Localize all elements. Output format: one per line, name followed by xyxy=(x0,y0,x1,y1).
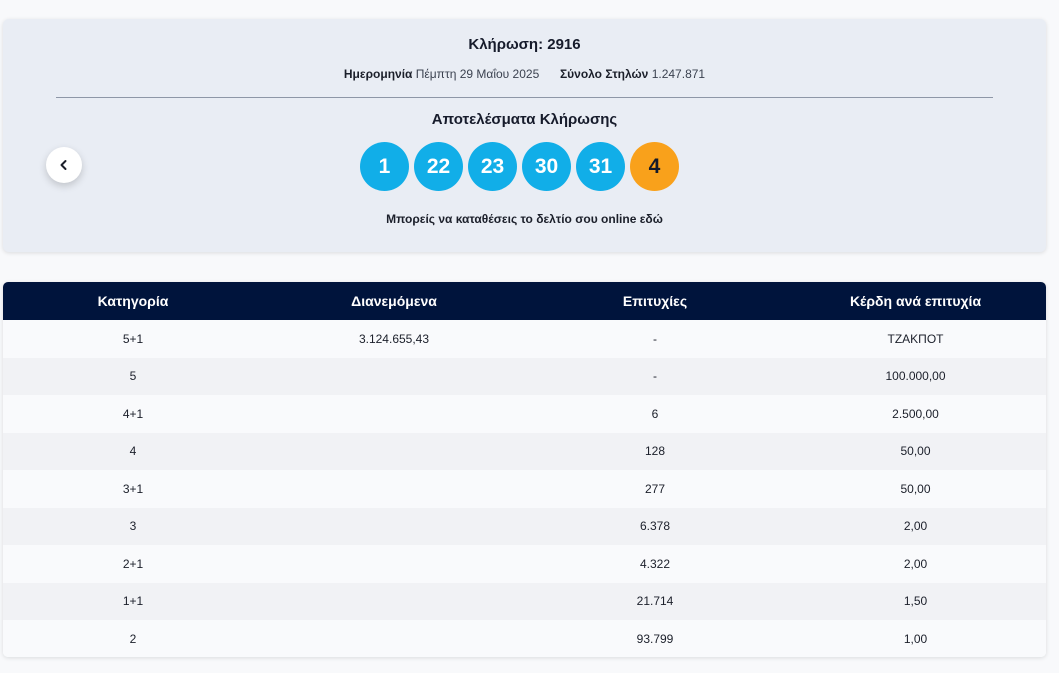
cell-prize: 2,00 xyxy=(903,519,928,534)
cell-distributed: 3.124.655,43 xyxy=(358,331,430,346)
cell-prize: 100.000,00 xyxy=(885,369,946,384)
results-title: Αποτελέσματα Κλήρωσης xyxy=(431,111,618,128)
number-ball: 30 xyxy=(522,142,571,191)
cell-distributed xyxy=(263,620,525,657)
cell-category: 2 xyxy=(129,631,137,646)
chevron-left-icon xyxy=(59,159,69,171)
cell-winners: 6.378 xyxy=(639,519,671,534)
cell-prize: ΤΖΑΚΠΟΤ xyxy=(887,331,944,346)
table-row: 4 128 50,00 xyxy=(3,432,1046,471)
cell-winners: - xyxy=(653,331,657,346)
cell-prize: 2,00 xyxy=(903,556,928,571)
number-ball: 1 xyxy=(360,142,409,191)
table-row: 3+1 277 50,00 xyxy=(3,470,1046,508)
cell-category: 4+1 xyxy=(122,406,144,421)
date-value: Πέμπτη 29 Μαΐου 2025 xyxy=(415,67,540,81)
online-bet-link[interactable]: Μπορείς να καταθέσεις το δελτίο σου onli… xyxy=(386,212,663,226)
cell-category: 5 xyxy=(129,369,137,384)
cell-winners: - xyxy=(653,369,657,384)
header-winners: Επιτυχίες xyxy=(622,293,688,309)
previous-draw-button[interactable] xyxy=(46,147,82,183)
cell-distributed xyxy=(263,508,525,546)
table-row: 4+1 6 2.500,00 xyxy=(3,395,1046,433)
number-ball: 22 xyxy=(414,142,463,191)
table-row: 1+1 21.714 1,50 xyxy=(3,582,1046,621)
table-row: 5 - 100.000,00 xyxy=(3,357,1046,396)
table-row: 3 6.378 2,00 xyxy=(3,507,1046,546)
columns-label: Σύνολο Στηλών xyxy=(559,67,649,81)
cell-prize: 50,00 xyxy=(900,444,931,459)
date-label: Ημερομηνία xyxy=(343,67,413,81)
draw-card: Κλήρωση: 2916 Ημερομηνία Πέμπτη 29 Μαΐου… xyxy=(3,19,1046,252)
cell-winners: 128 xyxy=(644,444,666,459)
header-distributed: Διανεμόμενα xyxy=(351,293,437,309)
header-category: Κατηγορία xyxy=(97,293,169,309)
cell-category: 2+1 xyxy=(122,556,144,571)
joker-ball: 4 xyxy=(630,142,679,191)
winning-numbers: 1 22 23 30 31 4 xyxy=(360,142,679,191)
cell-prize: 1,00 xyxy=(903,631,928,646)
cell-prize: 1,50 xyxy=(903,594,928,609)
cell-distributed xyxy=(263,433,525,471)
draw-meta: Ημερομηνία Πέμπτη 29 Μαΐου 2025 Σύνολο Σ… xyxy=(3,67,1046,81)
header-prize-per-winner: Κέρδη ανά επιτυχία xyxy=(849,293,982,309)
cell-category: 3 xyxy=(129,519,137,534)
number-ball: 31 xyxy=(576,142,625,191)
table-header-row: Κατηγορία Διανεμόμενα Επιτυχίες Κέρδη αν… xyxy=(3,282,1046,320)
cell-prize: 50,00 xyxy=(900,481,931,496)
cell-prize: 2.500,00 xyxy=(892,406,939,421)
table-row: 2 93.799 1,00 xyxy=(3,620,1046,657)
cell-distributed xyxy=(263,583,525,621)
divider xyxy=(56,97,993,98)
cell-category: 5+1 xyxy=(122,331,144,346)
cell-distributed xyxy=(263,358,525,396)
cell-category: 1+1 xyxy=(122,594,144,609)
cell-category: 3+1 xyxy=(122,481,144,496)
cell-winners: 93.799 xyxy=(636,631,674,646)
prize-table: Κατηγορία Διανεμόμενα Επιτυχίες Κέρδη αν… xyxy=(3,282,1046,657)
cell-distributed xyxy=(263,470,525,508)
cell-distributed xyxy=(263,395,525,433)
draw-title: Κλήρωση: 2916 xyxy=(468,36,581,53)
cell-category: 4 xyxy=(129,444,137,459)
cell-distributed xyxy=(263,545,525,583)
cell-winners: 6 xyxy=(651,406,659,421)
number-ball: 23 xyxy=(468,142,517,191)
cell-winners: 4.322 xyxy=(639,556,671,571)
table-row: 2+1 4.322 2,00 xyxy=(3,545,1046,583)
cell-winners: 21.714 xyxy=(636,594,674,609)
table-row: 5+1 3.124.655,43 - ΤΖΑΚΠΟΤ xyxy=(3,320,1046,358)
cell-winners: 277 xyxy=(644,481,666,496)
columns-value: 1.247.871 xyxy=(651,67,706,81)
